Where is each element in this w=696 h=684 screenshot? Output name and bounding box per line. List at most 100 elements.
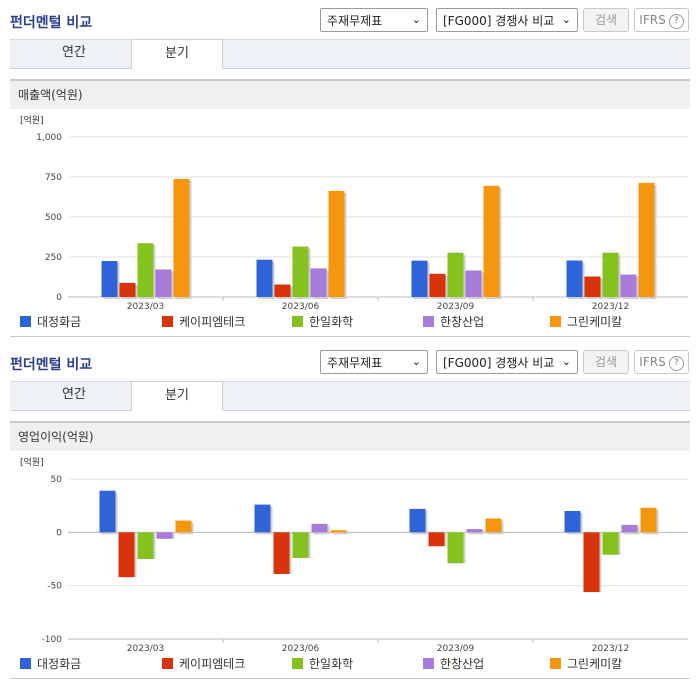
bar-1-2023-12 <box>566 260 583 297</box>
bar-4-2023-06 <box>310 268 327 297</box>
x-tick-label: 2023/12 <box>592 302 629 312</box>
legend-item[interactable]: 그린케미칼 <box>550 313 622 330</box>
divider <box>10 678 690 679</box>
bar-1-2023-09 <box>409 508 426 533</box>
period-tabs: 연간 분기 <box>10 39 690 69</box>
x-tick-label: 2023/03 <box>127 644 164 654</box>
y-tick-label: 250 <box>45 253 62 263</box>
legend-swatch <box>162 658 173 669</box>
bar-5-2023-12 <box>638 182 655 297</box>
x-tick-label: 2023/09 <box>437 644 475 654</box>
help-icon[interactable]: ? <box>668 14 684 29</box>
chart-panel: 영업이익(억원) [억원] -100 -50 0 50 2023/03 2023/06 202… <box>10 421 690 681</box>
bar-3-2023-12 <box>602 532 619 555</box>
bar-4-2023-12 <box>620 274 637 297</box>
bar-2-2023-12 <box>584 276 601 297</box>
bar-4-2023-06 <box>311 523 328 533</box>
revenue-bar-chart: [억원] 0 250 500 750 1,000 2023/03 2023/06 2023/09… <box>20 114 688 312</box>
chevron-down-icon: ⌄ <box>561 13 571 26</box>
bar-5-2023-06 <box>330 530 347 533</box>
comparison-group-select[interactable]: [FG000] 경쟁사 비교 ⌄ <box>436 8 578 32</box>
bar-2-2023-06 <box>273 532 290 574</box>
divider <box>10 336 690 337</box>
bar-1-2023-09 <box>411 260 428 297</box>
comparison-group-value: [FG000] 경쟁사 비교 <box>443 356 555 370</box>
legend-label: 그린케미칼 <box>567 315 623 329</box>
bar-2-2023-06 <box>274 284 291 297</box>
x-tick-label: 2023/06 <box>282 644 320 654</box>
bar-1-2023-03 <box>99 490 116 533</box>
bar-1-2023-06 <box>256 259 273 297</box>
legend-swatch <box>423 316 434 327</box>
legend-item[interactable]: 대정화금 <box>20 655 81 672</box>
y-tick-label: -50 <box>47 582 62 592</box>
legend-swatch <box>292 658 303 669</box>
ifrs-button[interactable]: IFRS? <box>634 8 689 32</box>
bar-3-2023-03 <box>137 243 154 297</box>
bar-1-2023-12 <box>564 511 581 533</box>
operating-profit-bar-chart: [억원] -100 -50 0 50 2023/03 2023/06 2023/09 2023/… <box>20 456 688 654</box>
legend-item[interactable]: 케이피엠테크 <box>162 313 245 330</box>
legend-swatch <box>292 316 303 327</box>
bar-3-2023-06 <box>292 532 309 558</box>
bar-4-2023-03 <box>155 269 172 297</box>
legend-item[interactable]: 그린케미칼 <box>550 655 622 672</box>
unit-label: [억원] <box>20 114 44 126</box>
legend-label: 한창산업 <box>440 657 485 671</box>
comparison-group-select[interactable]: [FG000] 경쟁사 비교 ⌄ <box>436 350 578 374</box>
legend-item[interactable]: 한일화학 <box>292 655 353 672</box>
statement-type-select[interactable]: 주재무제표 ⌄ <box>320 350 428 374</box>
legend-label: 대정화금 <box>37 315 82 329</box>
bar-3-2023-09 <box>447 532 464 564</box>
bar-4-2023-09 <box>465 270 482 297</box>
help-icon[interactable]: ? <box>668 356 684 371</box>
bar-2-2023-09 <box>428 532 445 547</box>
bar-5-2023-03 <box>175 520 192 533</box>
statement-type-value: 주재무제표 <box>327 14 383 28</box>
legend-item[interactable]: 케이피엠테크 <box>162 655 245 672</box>
chevron-down-icon: ⌄ <box>411 13 421 26</box>
fundamental-section-revenue: 펀더멘털 비교 주재무제표 ⌄ [FG000] 경쟁사 비교 ⌄ 검색 IFRS… <box>10 8 690 339</box>
legend-label: 한창산업 <box>440 315 485 329</box>
y-tick-label: -100 <box>42 635 63 645</box>
bar-5-2023-09 <box>483 185 500 297</box>
bar-5-2023-06 <box>328 190 345 297</box>
ifrs-label: IFRS <box>639 13 666 27</box>
legend-swatch <box>20 658 31 669</box>
bar-shadow <box>468 531 485 535</box>
y-tick-label: 750 <box>45 173 62 183</box>
legend-item[interactable]: 대정화금 <box>20 313 81 330</box>
legend-item[interactable]: 한창산업 <box>423 313 484 330</box>
legend-swatch <box>550 316 561 327</box>
tab-quarterly[interactable]: 분기 <box>131 381 223 411</box>
legend-label: 그린케미칼 <box>567 657 623 671</box>
legend-item[interactable]: 한창산업 <box>423 655 484 672</box>
y-tick-label: 0 <box>56 528 62 538</box>
section-title: 펀더멘털 비교 <box>10 15 93 31</box>
bar-4-2023-09 <box>466 529 483 533</box>
y-tick-label: 500 <box>45 213 62 223</box>
search-button[interactable]: 검색 <box>583 350 629 374</box>
legend-swatch <box>550 658 561 669</box>
bar-3-2023-03 <box>137 532 154 559</box>
legend-label: 한일화학 <box>309 657 354 671</box>
bar-1-2023-06 <box>254 504 271 533</box>
chart-panel: 매출액(억원) [억원] 0 250 500 750 1,000 2023/03 2023/0… <box>10 79 690 339</box>
bar-4-2023-12 <box>621 524 638 533</box>
bar-3-2023-09 <box>447 252 464 297</box>
search-button[interactable]: 검색 <box>583 8 629 32</box>
ifrs-button[interactable]: IFRS? <box>634 350 689 374</box>
bar-shadow <box>332 532 349 535</box>
y-tick-label: 50 <box>51 475 63 485</box>
bar-5-2023-12 <box>640 507 657 533</box>
bar-5-2023-09 <box>485 518 502 533</box>
legend-label: 케이피엠테크 <box>179 315 246 329</box>
tab-annual[interactable]: 연간 <box>62 387 86 402</box>
chart-legend: 대정화금 케이피엠테크 한일화학 한창산업 그린케미칼 <box>20 313 680 331</box>
legend-item[interactable]: 한일화학 <box>292 313 353 330</box>
tab-annual[interactable]: 연간 <box>62 45 86 60</box>
tab-quarterly[interactable]: 분기 <box>131 39 223 69</box>
legend-label: 케이피엠테크 <box>179 657 246 671</box>
section-header: 펀더멘털 비교 주재무제표 ⌄ [FG000] 경쟁사 비교 ⌄ 검색 IFRS… <box>0 342 696 380</box>
statement-type-select[interactable]: 주재무제표 ⌄ <box>320 8 428 32</box>
